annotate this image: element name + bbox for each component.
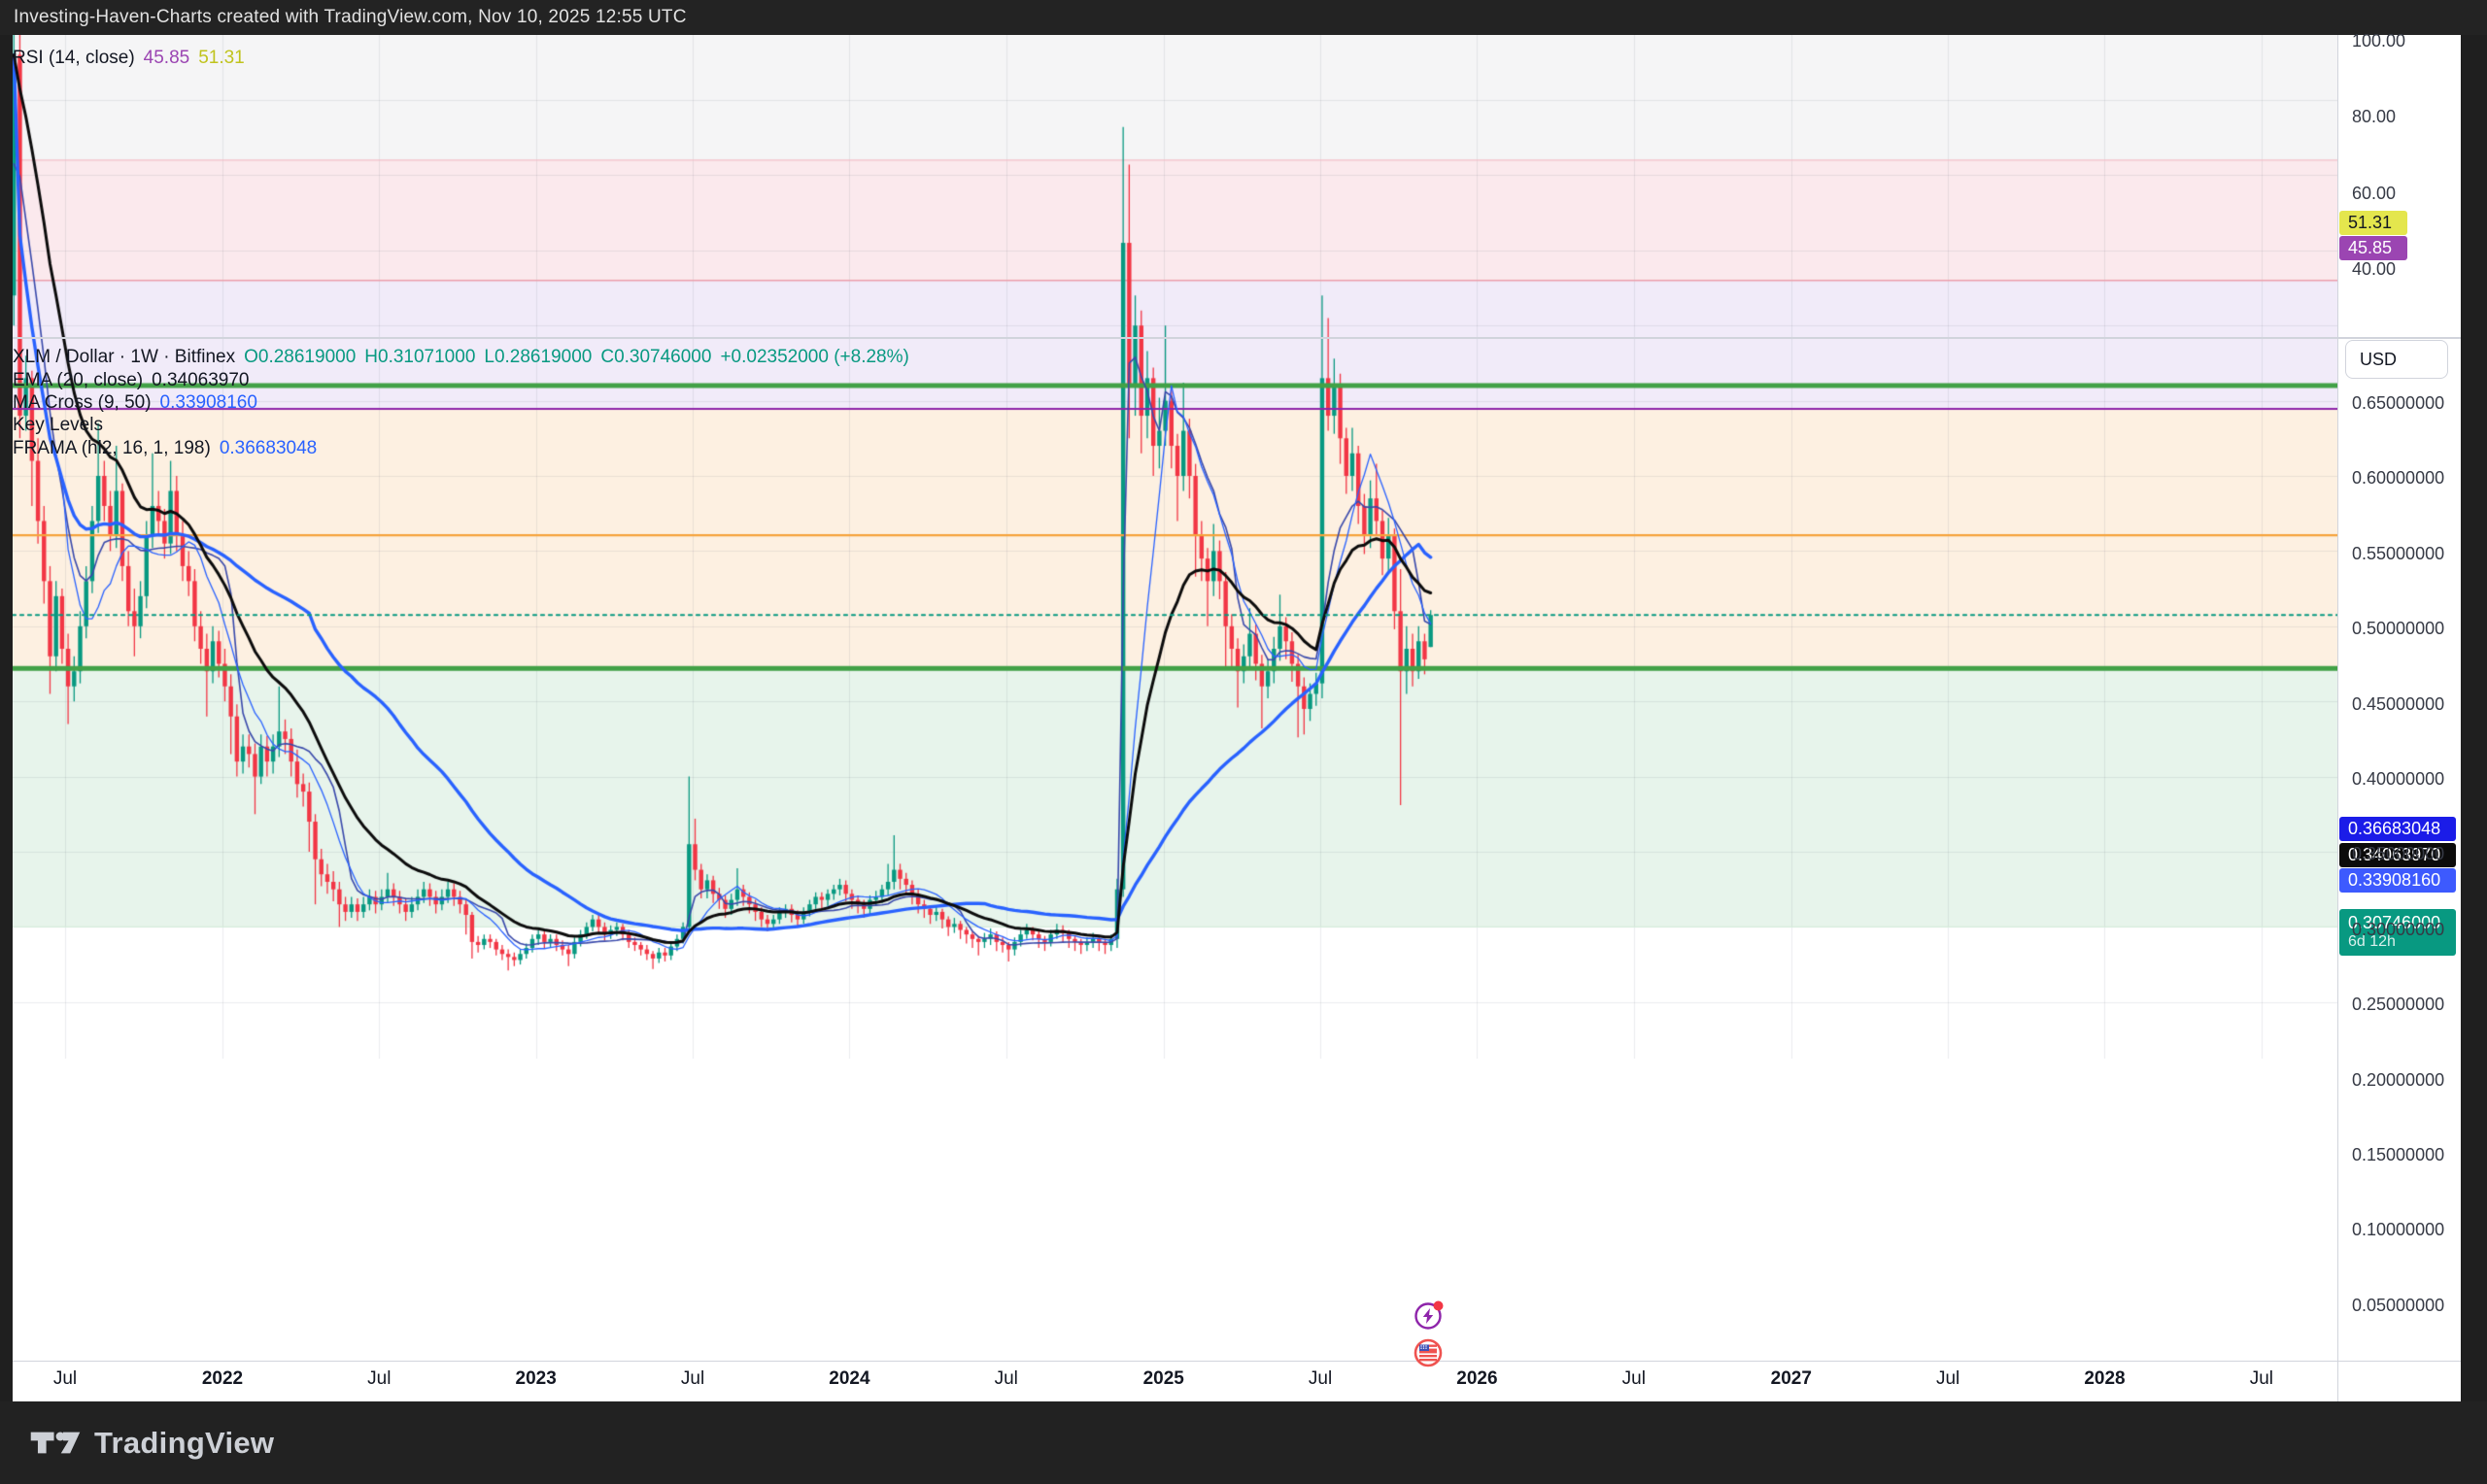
price-axis-label: 0.30000000 (2352, 919, 2445, 939)
rsi-ma-legend-value: 51.31 (198, 48, 245, 68)
price-axis-label: 0.15000000 (2352, 1145, 2445, 1164)
rsi-axis-label: 40.00 (2352, 259, 2397, 280)
time-axis-label: Jul (1935, 1368, 1960, 1389)
ma-cross-legend-title[interactable]: MA Cross (9, 50) (13, 392, 152, 413)
ohlc-change: +0.02352000 (+8.28%) (720, 347, 909, 367)
price-pane-canvas[interactable] (13, 35, 2337, 1059)
key-levels-legend[interactable]: Key Levels (13, 415, 103, 436)
symbol-title[interactable]: XLM / Dollar · 1W · Bitfinex (13, 347, 236, 367)
economic-event-icon[interactable] (1412, 1299, 1445, 1332)
us-flag-event-icon[interactable] (1412, 1336, 1445, 1369)
ohlc-open: O0.28619000 (244, 347, 357, 367)
ema-price-badge: 0.34063970 (2339, 843, 2456, 867)
time-axis-label: Jul (994, 1368, 1018, 1389)
bar-countdown: 6d 12h (2348, 933, 2396, 950)
footer: TradingView (0, 1401, 2487, 1484)
price-axis-label: 0.60000000 (2352, 468, 2445, 489)
price-axis-label: 0.05000000 (2352, 1295, 2445, 1315)
time-axis-divider (13, 1361, 2461, 1362)
time-axis-label: Jul (367, 1368, 392, 1389)
time-axis-label: 2022 (201, 1368, 244, 1389)
ma-cross-legend[interactable]: MA Cross (9, 50) 0.33908160 (13, 392, 257, 414)
time-axis-label: 2028 (2084, 1368, 2126, 1389)
time-axis-label: 2026 (1456, 1368, 1498, 1389)
time-axis-label: Jul (1621, 1368, 1646, 1389)
ema-legend-title[interactable]: EMA (20, close) (13, 370, 144, 390)
time-axis-label: Jul (2249, 1368, 2273, 1389)
time-axis-label: Jul (1308, 1368, 1333, 1389)
symbol-legend[interactable]: XLM / Dollar · 1W · Bitfinex O0.28619000… (13, 347, 909, 368)
price-axis-label: 0.50000000 (2352, 619, 2445, 639)
last-price-badge: 0.30746000 6d 12h (2339, 909, 2456, 956)
ohlc-high: H0.31071000 (364, 347, 476, 367)
rsi-value-badge: 45.85 (2339, 236, 2407, 260)
rsi-ma-badge: 51.31 (2339, 211, 2407, 235)
price-axis-label: 0.20000000 (2352, 1069, 2445, 1090)
price-axis-label: 0.55000000 (2352, 543, 2445, 563)
rsi-axis-label: 60.00 (2352, 183, 2397, 203)
ma-price-badge: 0.33908160 (2339, 868, 2456, 893)
time-axis-label: Jul (680, 1368, 705, 1389)
frama-legend-title[interactable]: FRAMA (hl2, 16, 1, 198) (13, 438, 211, 458)
ohlc-low: L0.28619000 (484, 347, 593, 367)
key-levels-legend-title[interactable]: Key Levels (13, 415, 103, 435)
price-axis-label: 0.25000000 (2352, 995, 2445, 1015)
rsi-legend-value: 45.85 (143, 48, 190, 68)
page-title: Investing-Haven-Charts created with Trad… (14, 7, 687, 27)
frama-legend-value: 0.36683048 (219, 438, 318, 458)
frama-legend[interactable]: FRAMA (hl2, 16, 1, 198) 0.36683048 (13, 438, 317, 459)
ohlc-close: C0.30746000 (600, 347, 712, 367)
rsi-legend[interactable]: RSI (14, close) 45.85 51.31 (13, 48, 245, 69)
pane-divider[interactable] (13, 337, 2461, 339)
tradingview-logo-icon[interactable] (30, 1429, 81, 1457)
time-axis-label: 2025 (1142, 1368, 1184, 1389)
ema-legend-value: 0.34063970 (152, 370, 250, 390)
price-axis-label: 0.65000000 (2352, 393, 2445, 413)
currency-button[interactable]: USD (2345, 340, 2448, 379)
price-axis-label: 0.10000000 (2352, 1220, 2445, 1240)
rsi-legend-title[interactable]: RSI (14, close) (13, 48, 135, 68)
price-axis-label: 0.35000000 (2352, 844, 2445, 864)
price-axis-label: 0.45000000 (2352, 693, 2445, 714)
time-axis-label: Jul (52, 1368, 78, 1389)
time-axis-label: 2027 (1770, 1368, 1812, 1389)
rsi-axis-label: 80.00 (2352, 107, 2397, 127)
price-axis-label: 0.40000000 (2352, 769, 2445, 789)
frama-price-badge: 0.36683048 (2339, 817, 2456, 841)
last-price-value: 0.30746000 (2348, 913, 2441, 932)
price-axis-divider (2337, 35, 2338, 1401)
rsi-axis-label: 100.00 (2352, 31, 2406, 51)
ema-legend[interactable]: EMA (20, close) 0.34063970 (13, 370, 250, 391)
ma-cross-legend-value: 0.33908160 (159, 392, 257, 413)
time-axis-label: 2023 (515, 1368, 557, 1389)
tradingview-brand[interactable]: TradingView (94, 1425, 275, 1460)
time-axis-label: 2024 (829, 1368, 870, 1389)
chart-widget (13, 35, 2461, 1401)
title-bar: Investing-Haven-Charts created with Trad… (0, 0, 2487, 35)
